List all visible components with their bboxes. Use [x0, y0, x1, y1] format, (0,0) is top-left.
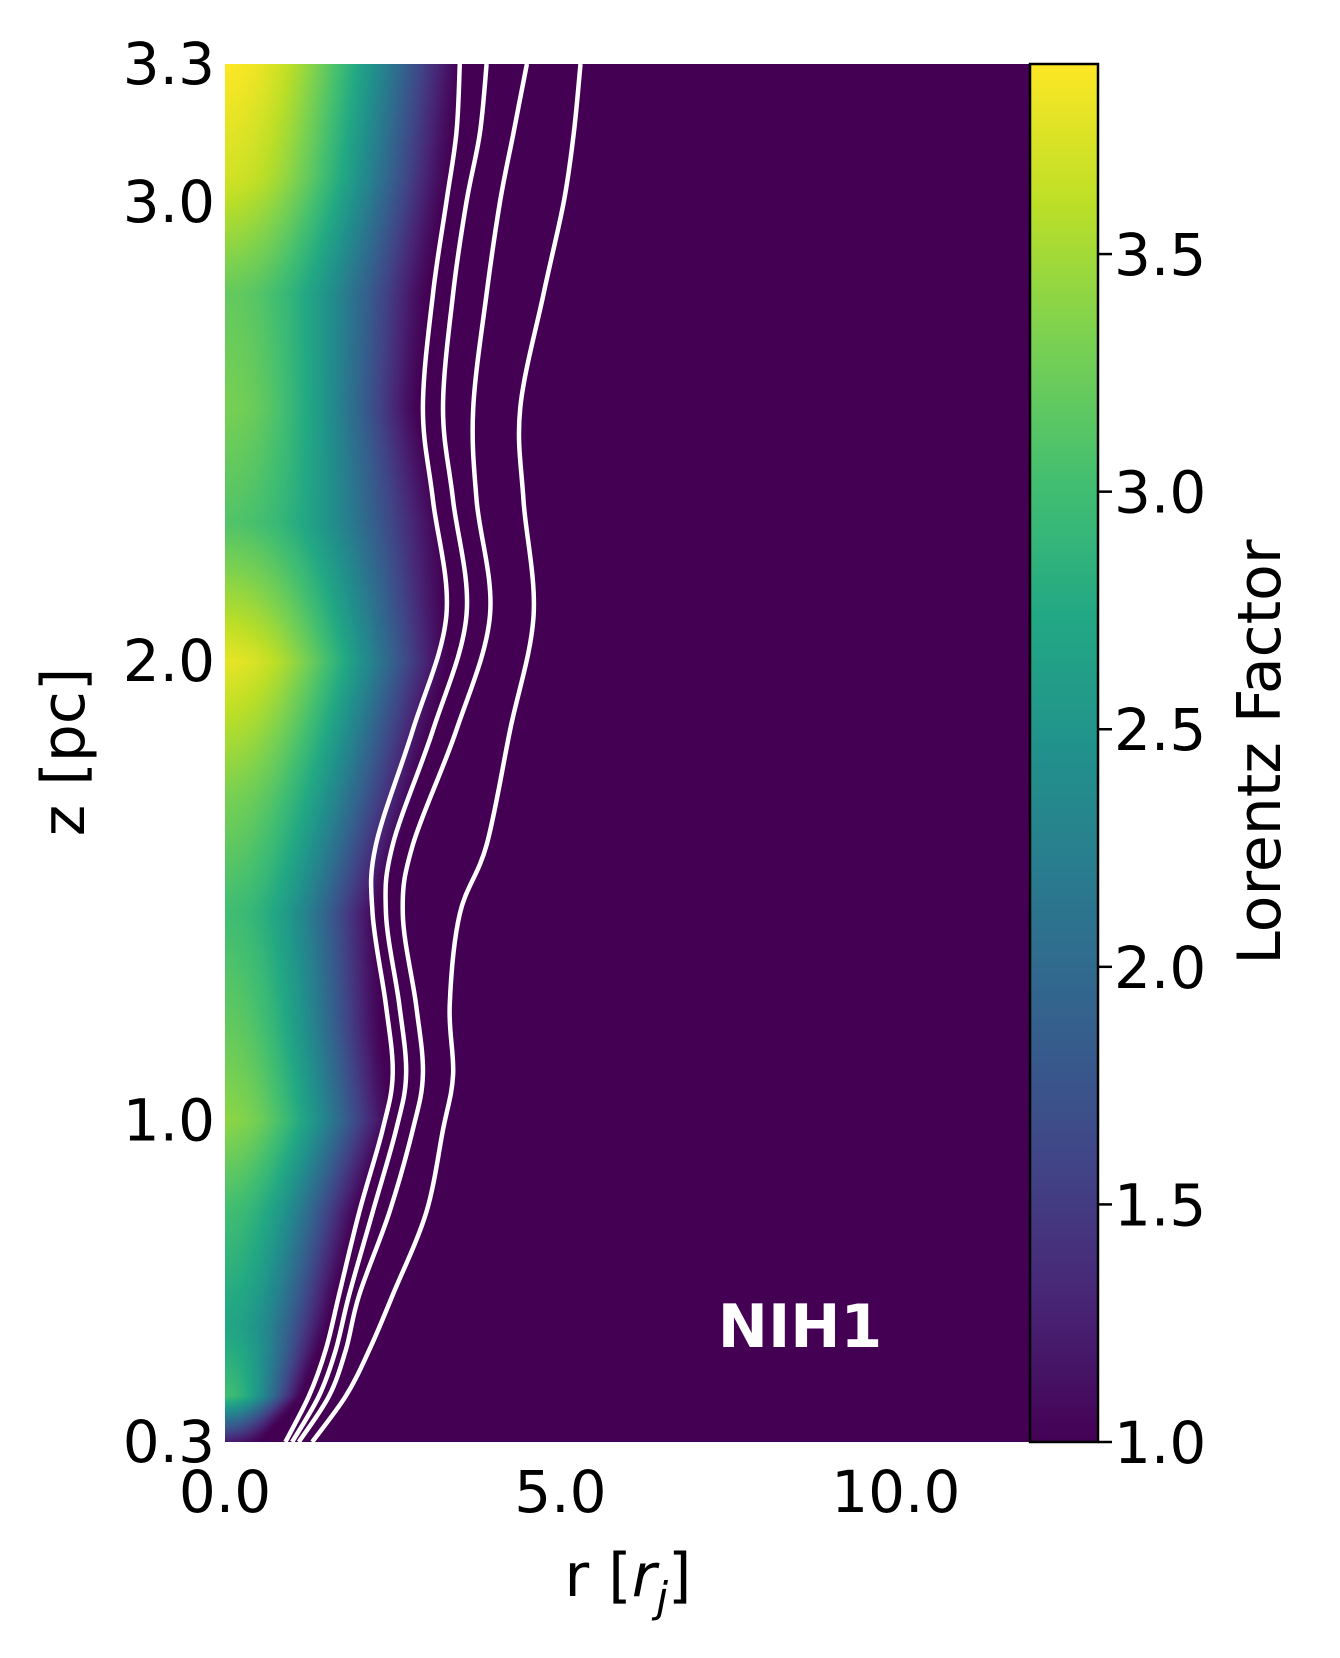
- colorbar: 1.0 1.5 2.0 2.5 3.0 3.5 Lorentz Factor: [1028, 62, 1295, 1477]
- contour-2: [290, 64, 489, 1442]
- panel-label-nih1: NIH1: [718, 1292, 883, 1362]
- contour-lines: [283, 64, 583, 1442]
- x-axis-label-close: ]: [668, 1541, 691, 1611]
- colorbar-gradient: [1028, 62, 1100, 1444]
- y-tick-label: 3.0: [123, 168, 215, 236]
- contour-1: [283, 64, 463, 1442]
- colorbar-tick-label: 3.5: [1114, 221, 1206, 289]
- x-tick-label: 0.0: [179, 1458, 271, 1526]
- x-tick-label: 10.0: [831, 1458, 960, 1526]
- x-axis-label-var: r: [632, 1541, 660, 1611]
- y-tick-label: 1.0: [123, 1086, 215, 1154]
- y-axis-label: z [pc]: [29, 668, 99, 836]
- colorbar-tick-label: 2.0: [1114, 934, 1206, 1002]
- lorentz-factor-field: [225, 64, 1030, 1442]
- x-tick-label: 5.0: [514, 1458, 606, 1526]
- x-axis-ticks: 0.0 5.0 10.0: [179, 1458, 961, 1526]
- x-axis-label-main: r [: [565, 1541, 632, 1611]
- y-tick-label: 0.3: [123, 1408, 215, 1476]
- colorbar-tick-label: 2.5: [1114, 696, 1206, 764]
- y-tick-label: 2.0: [123, 627, 215, 695]
- colorbar-label: Lorentz Factor: [1225, 539, 1295, 964]
- y-tick-label: 3.3: [123, 30, 215, 98]
- colorbar-tick-label: 1.0: [1114, 1409, 1206, 1477]
- colorbar-tick-label: 3.0: [1114, 459, 1206, 527]
- contour-3: [296, 64, 530, 1442]
- colorbar-ticks: 1.0 1.5 2.0 2.5 3.0 3.5: [1098, 221, 1206, 1477]
- colorbar-tick-label: 1.5: [1114, 1171, 1206, 1239]
- x-axis-label: r [rj]: [565, 1541, 692, 1622]
- x-axis-label-sub: j: [651, 1573, 668, 1622]
- heatmap-area: [225, 64, 1030, 1442]
- contour-4: [310, 64, 583, 1442]
- y-axis-ticks: 0.3 1.0 2.0 3.0 3.3: [123, 30, 215, 1476]
